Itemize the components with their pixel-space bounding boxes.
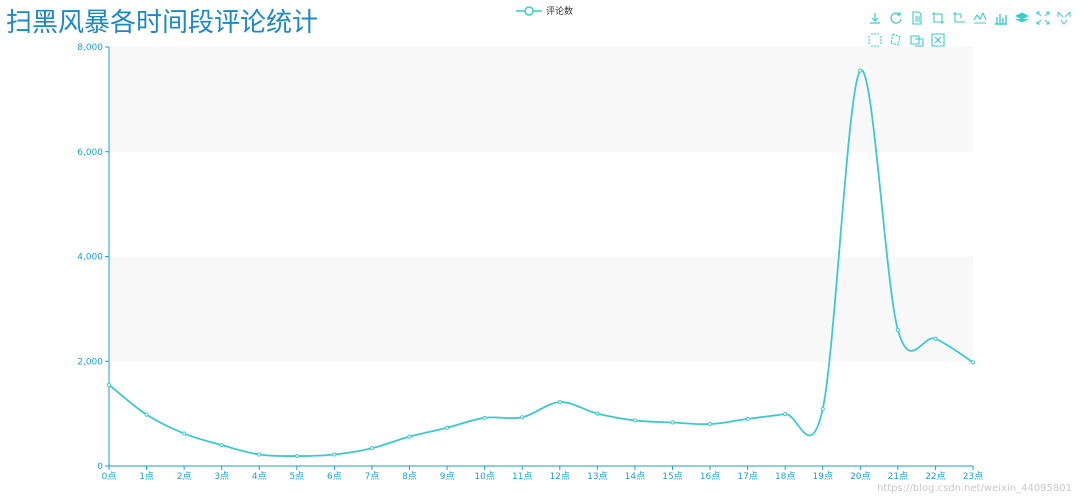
split-area-band: [109, 151, 973, 257]
brush-keep-icon[interactable]: [910, 31, 931, 49]
x-tick-label: 16点: [700, 471, 720, 482]
data-point-9点: [444, 425, 450, 430]
x-tick-label: 18点: [775, 471, 795, 482]
split-area-band: [109, 361, 973, 466]
data-point-15点: [670, 420, 675, 425]
data-point-1点: [144, 412, 149, 417]
y-tick-label: 2,000: [77, 357, 103, 367]
x-tick-label: 19点: [813, 471, 833, 482]
data-point-8点: [407, 434, 412, 439]
y-tick-label: 4,000: [77, 253, 103, 263]
data-point-12点: [557, 400, 562, 405]
data-point-0点: [106, 382, 112, 387]
data-point-10点: [482, 415, 487, 420]
refresh-icon[interactable]: [889, 9, 910, 27]
download-icon[interactable]: [868, 9, 889, 27]
split-area-band: [109, 256, 973, 362]
legend-label: 评论数: [546, 7, 574, 17]
data-point-6点: [332, 452, 337, 457]
data-point-3点: [219, 442, 224, 448]
data-point-4点: [257, 452, 262, 457]
data-point-7点: [369, 446, 375, 451]
x-tick-label: 9点: [440, 471, 455, 482]
data-point-21点: [895, 327, 900, 332]
x-tick-label: 13点: [587, 471, 607, 482]
x-tick-label: 17点: [737, 471, 757, 482]
data-point-20点: [858, 68, 863, 73]
x-tick-label: 6点: [327, 471, 342, 482]
x-tick-label: 12点: [550, 471, 570, 482]
x-tick-label: 21点: [888, 471, 908, 482]
x-tick-label: 8点: [402, 471, 417, 482]
x-tick-label: 2点: [177, 471, 192, 482]
data-point-5点: [294, 453, 299, 459]
toolbox: [868, 7, 1080, 51]
data-point-18点: [783, 412, 788, 417]
brush-clear-icon[interactable]: [931, 31, 952, 49]
x-tick-label: 3点: [214, 471, 229, 482]
x-tick-label: 23点: [963, 471, 983, 482]
zoom-icon[interactable]: [931, 9, 952, 27]
x-tick-label: 7点: [365, 471, 380, 482]
x-tick-label: 22点: [925, 471, 945, 482]
x-tick-label: 5点: [289, 471, 304, 482]
watermark: https://blog.csdn.net/weixin_44095801: [876, 483, 1072, 494]
data-point-14点: [632, 418, 638, 423]
x-tick-label: 4点: [252, 471, 267, 482]
x-tick-label: 14点: [625, 471, 645, 482]
x-tick-label: 11点: [512, 471, 532, 482]
y-tick-label: 6,000: [77, 148, 103, 158]
brush-polygon-icon[interactable]: [889, 31, 910, 49]
data-point-22点: [933, 336, 938, 341]
data-point-2点: [182, 431, 187, 436]
y-tick-label: 8,000: [77, 43, 103, 53]
data-point-17点: [745, 416, 750, 421]
data-view-icon[interactable]: [910, 9, 931, 27]
brush-rect-icon[interactable]: [868, 31, 889, 49]
data-point-13点: [595, 411, 600, 416]
y-tick-label: 0: [97, 462, 103, 472]
expand-icon[interactable]: [1036, 9, 1057, 27]
chart-title: 扫黑风暴各时间段评论统计: [6, 8, 319, 38]
legend-line-marker-icon: [516, 5, 542, 16]
toolbox-row-2: [868, 29, 1080, 51]
x-tick-label: 15点: [662, 471, 682, 482]
x-tick-label: 1点: [139, 471, 154, 482]
data-point-11点: [520, 415, 525, 420]
legend[interactable]: 评论数: [516, 4, 573, 17]
x-tick-label: 10点: [474, 471, 494, 482]
zoom-reset-icon[interactable]: [952, 9, 973, 27]
x-tick-label: 20点: [850, 471, 870, 482]
line-chart-icon[interactable]: [973, 9, 994, 27]
data-point-16点: [707, 422, 713, 427]
data-point-19点: [820, 406, 825, 412]
x-tick-label: 0点: [102, 471, 117, 482]
split-area-band: [109, 47, 973, 152]
tiled-icon[interactable]: [1057, 9, 1078, 27]
stack-icon[interactable]: [1015, 9, 1036, 27]
toolbox-row-1: [868, 7, 1080, 29]
data-point-23点: [970, 360, 976, 365]
bar-chart-icon[interactable]: [994, 9, 1015, 27]
